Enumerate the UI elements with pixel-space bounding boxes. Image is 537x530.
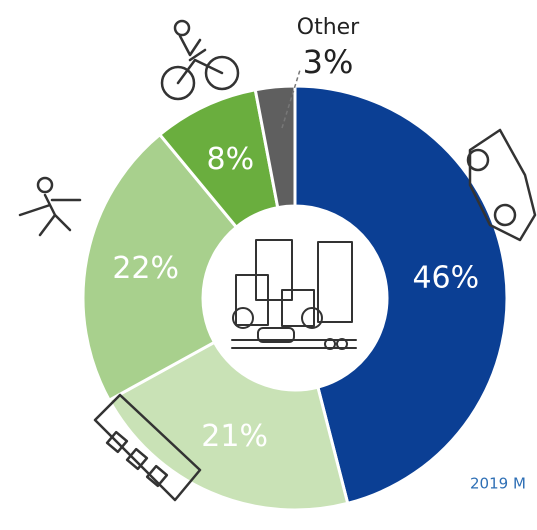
donut-segment bbox=[293, 84, 509, 506]
footnote: 2019 M bbox=[470, 475, 526, 493]
value-label: 3% bbox=[303, 43, 354, 81]
other-label: Other bbox=[297, 15, 360, 40]
donut-segment bbox=[81, 132, 239, 403]
value-label: 21% bbox=[201, 419, 268, 454]
value-label: 46% bbox=[412, 260, 479, 295]
donut-segment bbox=[107, 340, 350, 512]
bike-icon bbox=[160, 19, 240, 101]
value-label: 8% bbox=[206, 142, 254, 177]
walk-icon bbox=[18, 176, 82, 237]
donut-segment bbox=[253, 84, 297, 210]
bus-icon bbox=[93, 393, 202, 502]
city-icon bbox=[231, 239, 357, 350]
car-icon bbox=[466, 128, 537, 242]
leader-line bbox=[281, 69, 301, 129]
value-label: 22% bbox=[112, 251, 179, 286]
